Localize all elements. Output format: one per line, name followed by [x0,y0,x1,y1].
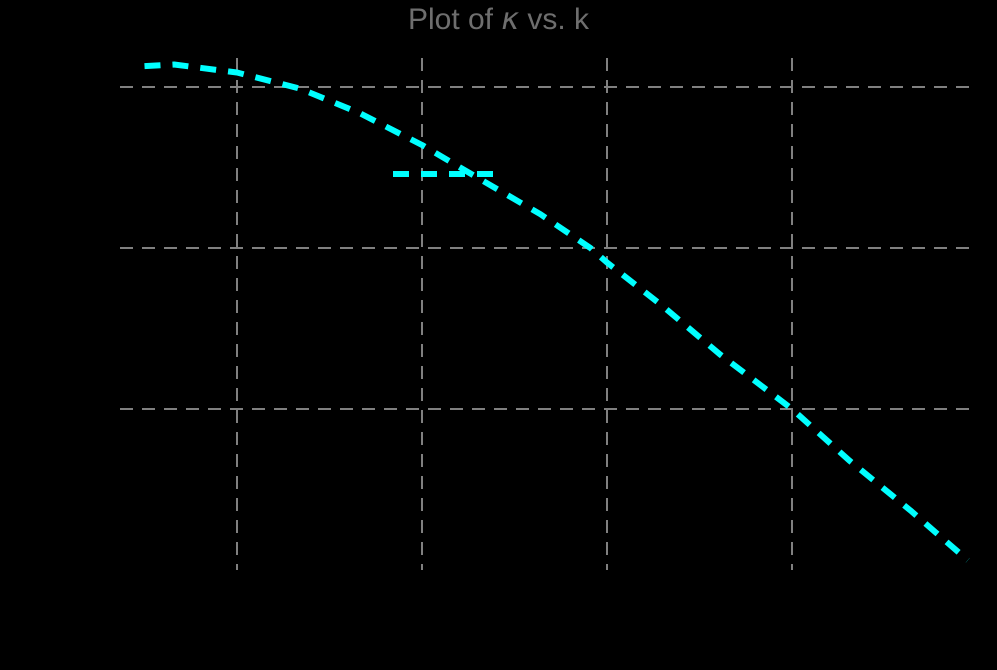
chart-title: Plot of κ vs. k [0,2,997,37]
kappa-curve [144,61,970,563]
grid-lines [120,58,975,570]
data-series [144,61,970,563]
chart-title-suffix: vs. k [519,3,590,36]
chart-title-prefix: Plot of [407,3,502,36]
chart-title-symbol: κ [501,2,520,37]
